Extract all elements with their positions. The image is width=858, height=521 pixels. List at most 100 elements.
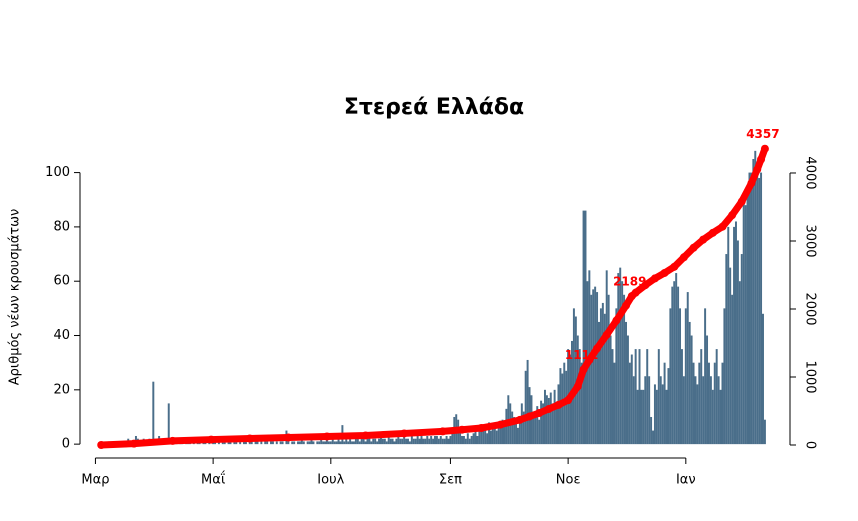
bar [403,435,406,445]
line-point [631,288,640,297]
line-point [361,431,370,440]
bar [447,438,450,445]
bar [393,441,396,445]
bar [667,368,670,445]
bar [320,438,323,445]
line-point [670,262,679,271]
line-point [535,409,544,418]
bar [432,438,435,445]
bar [486,433,489,445]
y2-tick-label: 3000 [803,224,818,257]
bar [760,172,763,445]
bar [742,199,745,445]
data-label: 2189 [613,275,646,289]
bar [652,430,655,445]
bar [671,286,674,445]
bar [370,441,373,445]
bar [410,435,413,445]
line-point [679,253,688,262]
bar [706,335,709,445]
bar [692,362,695,445]
bar [264,441,267,445]
bar [266,441,269,445]
line-point [515,415,524,424]
bar [511,411,514,445]
bar [605,270,608,445]
bar [582,210,585,445]
bar [428,438,431,445]
bar [515,422,518,445]
line-point [622,301,631,310]
bar [414,438,417,445]
line-point [737,197,746,206]
bar [638,349,641,445]
bar [532,411,535,445]
bar [736,240,739,445]
bar [435,435,438,445]
chart-title: Στερεά Ελλάδα [344,95,524,120]
bar [557,384,560,445]
bar [354,438,357,445]
bar [565,370,568,445]
line-point [525,412,534,421]
bar [700,349,703,445]
bar [302,441,305,445]
bar [762,313,764,445]
bar [669,308,672,445]
bar [503,425,506,445]
bar [748,172,751,445]
line-point [757,155,766,164]
bar [281,441,284,445]
bar [254,441,257,445]
line-point [496,420,505,429]
line-point [612,316,621,325]
bar [497,422,500,445]
bar [601,302,604,445]
bar [339,441,342,445]
bar [376,441,379,445]
bar [617,273,620,445]
bar [704,308,707,445]
bar [640,389,643,445]
line-point [554,400,563,409]
bar [495,430,498,445]
bar [738,281,741,445]
bar [682,376,685,445]
bar [327,441,330,445]
line-point [650,274,659,283]
bar [343,441,346,445]
bar [316,441,319,445]
bar [434,435,436,445]
bar [648,376,651,445]
bar [418,438,421,445]
data-label: 4357 [746,127,779,141]
bar [590,294,593,445]
bar [345,438,348,445]
bar [603,313,606,445]
bar [721,362,724,445]
bar [488,422,491,445]
bar [437,438,440,445]
bar [368,435,371,445]
bar [362,438,365,445]
bar [623,294,626,445]
data-label: 1111 [565,348,598,362]
bar [379,435,382,445]
bar [459,433,462,445]
line-point [641,281,650,290]
bar [235,441,238,445]
bar [412,438,415,445]
bar [663,362,666,445]
bar [584,210,587,445]
bar [430,435,433,445]
bar [424,438,427,445]
bar [626,335,629,445]
x-tick-label: Μαρ [81,473,109,488]
bar [256,441,259,445]
bar [611,349,614,445]
bar [482,425,485,445]
bar [642,389,645,445]
bar [621,281,624,445]
y2-tick-label: 4000 [803,156,818,189]
bar [416,435,419,445]
